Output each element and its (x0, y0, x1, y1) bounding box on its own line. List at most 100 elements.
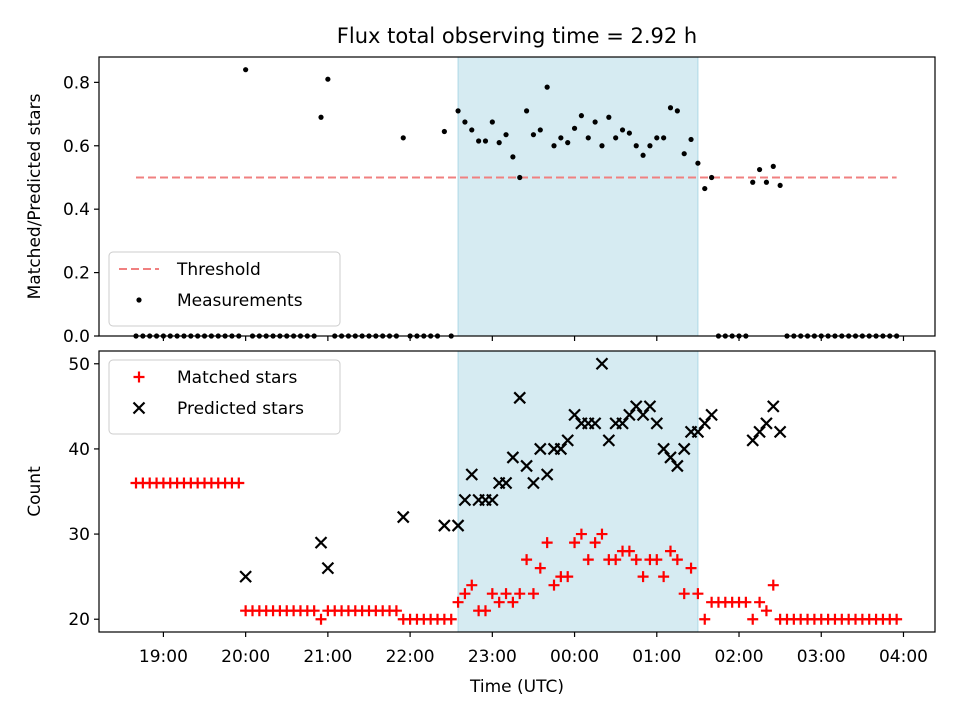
x-tick-label: 23:00 (468, 647, 517, 667)
predicted-point (465, 468, 479, 481)
predicted-point (321, 561, 335, 575)
matched-point (760, 605, 772, 617)
measurement-point (489, 119, 495, 125)
legend: Matched stars Predicted stars (108, 359, 341, 435)
measurement-point (640, 152, 646, 158)
y-tick-label: 20 (68, 610, 90, 630)
matched-point (671, 554, 683, 566)
x-tick-label: 01:00 (632, 647, 681, 667)
y-tick-label: 0.2 (63, 264, 90, 284)
measurement-point (325, 76, 331, 82)
measurement-point (530, 132, 537, 138)
measurement-point (606, 114, 612, 120)
axes-frame (98, 350, 936, 633)
predicted-point (506, 451, 520, 464)
predicted-point (527, 476, 540, 490)
predicted-point (561, 434, 574, 447)
measurement-point (476, 138, 482, 144)
matched-point (507, 596, 519, 608)
matched-point (569, 537, 581, 549)
y-tick-label: 0.6 (63, 137, 90, 157)
predicted-point (568, 408, 581, 422)
measurement-point (654, 135, 660, 141)
predicted-point (760, 417, 773, 430)
measurement-point (756, 166, 763, 173)
measurement-point (674, 108, 680, 114)
predicted-point (705, 408, 718, 422)
x-axis-label: Time (UTC) (469, 677, 564, 697)
legend-box (108, 359, 341, 435)
legend-label: Measurements (177, 291, 303, 311)
predicted-point (698, 417, 712, 430)
predicted-point (629, 400, 643, 413)
matched-point (548, 579, 560, 591)
y-tick-label: 0.8 (63, 73, 90, 93)
measurement-point (599, 143, 605, 149)
predicted-point (486, 493, 499, 507)
measurement-point (544, 84, 550, 90)
predicted-point (554, 442, 568, 456)
predicted-point (314, 536, 328, 549)
measurement-point (613, 135, 619, 141)
matched-point (233, 477, 245, 489)
measurement-point (619, 127, 626, 133)
predicted-point (616, 417, 629, 430)
matched-point (630, 554, 642, 566)
measurement-point (681, 151, 687, 157)
measurement-point (702, 185, 708, 192)
predicted-point (499, 476, 513, 490)
predicted-point (691, 425, 705, 439)
measurement-point (510, 154, 516, 160)
measurement-point (585, 135, 591, 141)
matched-point (891, 613, 903, 625)
matched-point (527, 588, 539, 600)
matched-point (534, 562, 546, 574)
x-tick-label: 19:00 (139, 647, 188, 667)
measurement-point (626, 130, 632, 136)
matched-point (521, 554, 533, 566)
predicted-point (623, 408, 636, 422)
x-tick-label: 20:00 (221, 647, 270, 667)
measurement-point (578, 113, 585, 119)
predicted-point (451, 519, 465, 532)
matched-point (479, 605, 491, 617)
predicted-point (671, 459, 684, 473)
measurement-point (688, 136, 694, 143)
matched-point (562, 571, 574, 583)
matched-point (390, 605, 402, 617)
measurement-point (517, 174, 523, 181)
bottom-panel-counts: 20 30 40 50 19:00 20:00 21:00 22:00 23:00 00:00 01… (25, 350, 936, 697)
matched-point (596, 528, 608, 540)
matched-point (514, 588, 526, 600)
predicted-point (534, 442, 547, 456)
measurement-point (558, 135, 564, 141)
matched-point (658, 571, 670, 583)
legend-box (108, 251, 341, 327)
legend: Threshold Measurements (108, 251, 341, 327)
matched-point (637, 571, 649, 583)
legend-measurement-swatch (136, 297, 142, 303)
measurement-point (667, 105, 674, 111)
predicted-point (396, 510, 410, 524)
matched-point (664, 545, 676, 557)
predicted-point (438, 519, 451, 532)
matched-point (747, 613, 759, 625)
measurement-point (565, 140, 571, 146)
measurement-point (318, 114, 324, 120)
matched-point (575, 528, 587, 540)
matched-point (486, 588, 498, 600)
matched-point (308, 605, 320, 617)
x-tick-label: 03:00 (797, 647, 846, 667)
legend-predicted-swatch (132, 401, 146, 415)
predicted-point (643, 400, 657, 413)
matched-point (699, 613, 711, 625)
x-tick-label: 22:00 (386, 647, 435, 667)
matched-point (610, 554, 622, 566)
x-tick-label: 02:00 (715, 647, 764, 667)
x-tick-label: 04:00 (879, 647, 928, 667)
predicted-point (767, 400, 780, 413)
x-tick-label: 00:00 (550, 647, 599, 667)
predicted-point (650, 417, 664, 430)
axes-frame (98, 56, 936, 337)
